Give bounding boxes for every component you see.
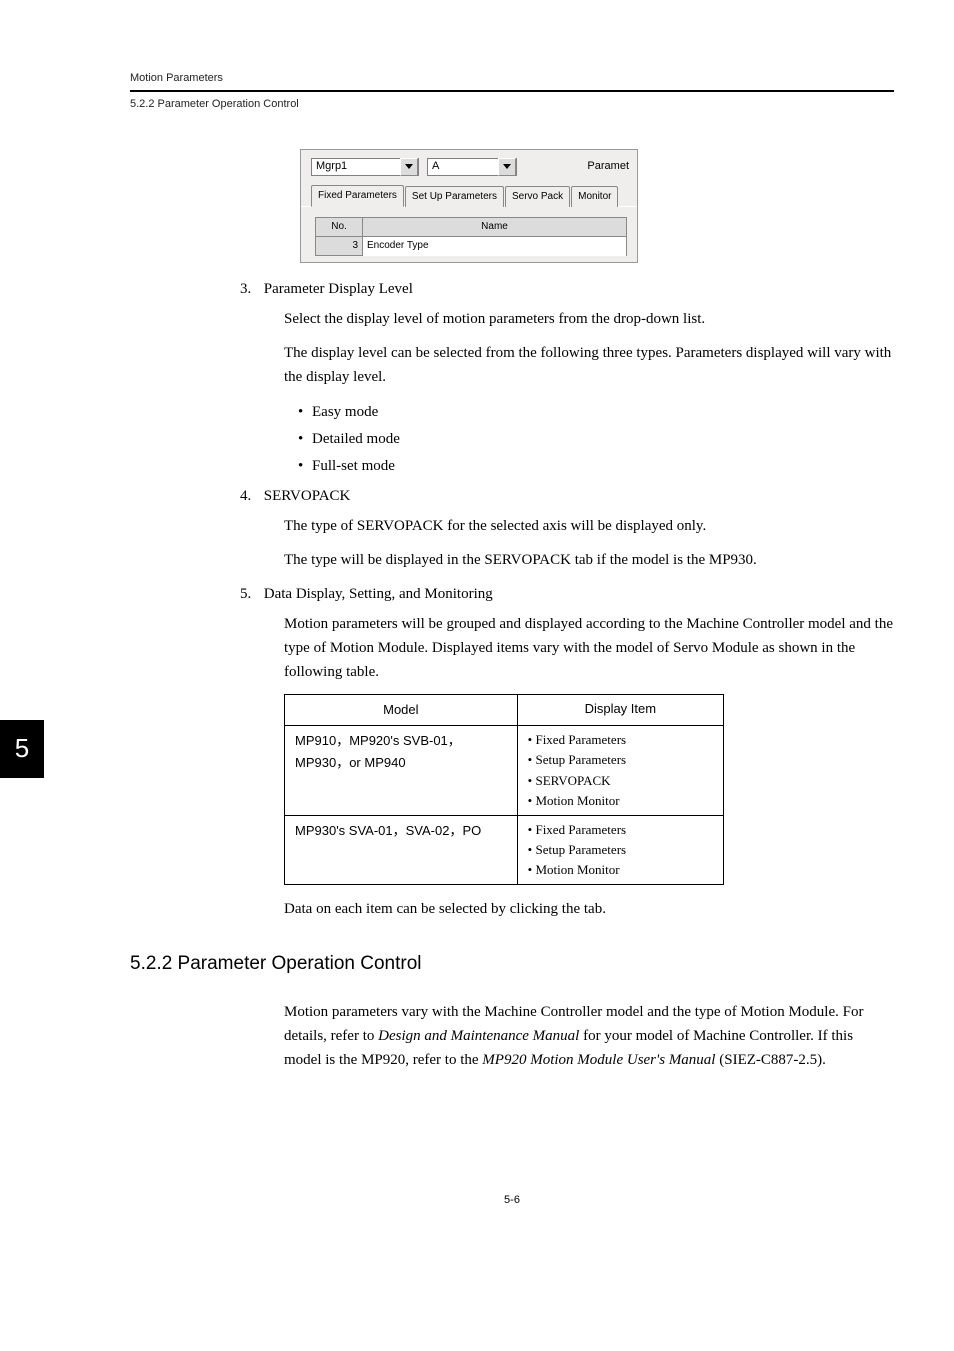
item4-p1: The type of SERVOPACK for the selected a… [284, 514, 894, 538]
td-model-1: MP910，MP920's SVB-01，MP930，or MP940 [285, 726, 518, 816]
item4-p2: The type will be displayed in the SERVOP… [284, 548, 894, 572]
list-item-3: 3. Parameter Display Level [130, 277, 894, 301]
item5-p1: Motion parameters will be grouped and di… [284, 612, 894, 684]
grid-header-name: Name [363, 218, 627, 237]
group-dropdown-value: Mgrp1 [312, 158, 400, 176]
list-item-4: 4. SERVOPACK [130, 484, 894, 508]
tab-servo-pack[interactable]: Servo Pack [505, 186, 570, 207]
param-label: Paramet [587, 158, 631, 176]
embedded-screenshot: Mgrp1 A Paramet Fixed Parameters Set Up … [300, 149, 894, 263]
axis-dropdown[interactable]: A [427, 158, 517, 176]
th-model: Model [285, 695, 518, 726]
item-number: 4. [240, 484, 260, 508]
item3-p1: Select the display level of motion param… [284, 307, 894, 331]
running-header-subtitle: 5.2.2 Parameter Operation Control [130, 90, 894, 114]
chevron-down-icon [498, 158, 516, 176]
item-title: Parameter Display Level [264, 281, 413, 297]
item-number: 3. [240, 277, 260, 301]
td-items-2: • Fixed Parameters • Setup Parameters • … [517, 815, 723, 884]
page-number: 5-6 [130, 1192, 894, 1210]
list-item-5: 5. Data Display, Setting, and Monitoring [130, 582, 894, 606]
td-items-1: • Fixed Parameters • Setup Parameters • … [517, 726, 723, 816]
group-dropdown[interactable]: Mgrp1 [311, 158, 419, 176]
bullet: Easy mode [298, 399, 894, 426]
grid-row: 3 Encoder Type [315, 237, 627, 256]
tab-setup-parameters[interactable]: Set Up Parameters [405, 186, 504, 207]
item3-p2: The display level can be selected from t… [284, 341, 894, 389]
bullet: Full-set mode [298, 453, 894, 480]
item-title: SERVOPACK [264, 488, 351, 504]
chevron-down-icon [400, 158, 418, 176]
td-model-2: MP930's SVA-01，SVA-02，PO [285, 815, 518, 884]
item-number: 5. [240, 582, 260, 606]
running-header-title: Motion Parameters [130, 70, 894, 88]
item5-after: Data on each item can be selected by cli… [284, 897, 894, 921]
grid-header-no: No. [315, 218, 363, 237]
grid-cell-name: Encoder Type [363, 237, 627, 256]
section-heading: 5.2.2 Parameter Operation Control [130, 949, 894, 979]
section-paragraph: Motion parameters vary with the Machine … [284, 1000, 894, 1072]
tab-fixed-parameters[interactable]: Fixed Parameters [311, 185, 404, 207]
axis-dropdown-value: A [428, 158, 498, 176]
bullet: Detailed mode [298, 426, 894, 453]
tab-row: Fixed Parameters Set Up Parameters Servo… [301, 184, 637, 207]
grid-cell-no: 3 [315, 237, 363, 256]
th-display-item: Display Item [517, 695, 723, 726]
grid-header: No. Name [315, 217, 627, 237]
chapter-tab: 5 [0, 720, 44, 778]
model-display-table: Model Display Item MP910，MP920's SVB-01，… [284, 694, 724, 885]
item-title: Data Display, Setting, and Monitoring [264, 586, 493, 602]
tab-monitor[interactable]: Monitor [571, 186, 618, 207]
